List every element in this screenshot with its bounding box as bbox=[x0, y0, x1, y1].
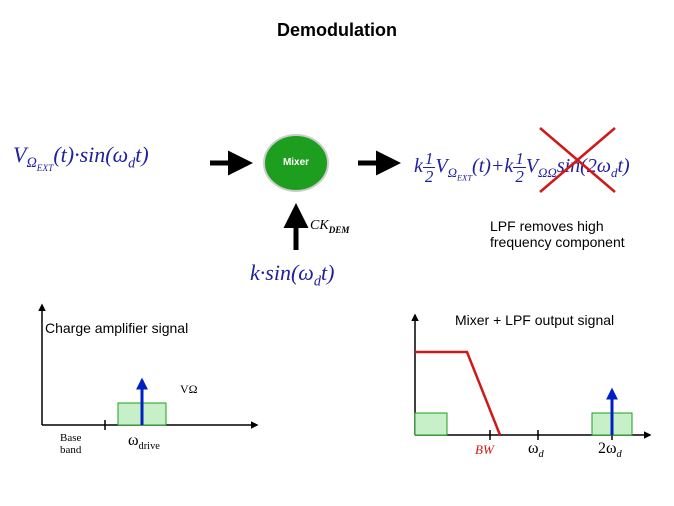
right-wd-label: ωd bbox=[528, 440, 544, 460]
right-2wd-label: 2ωd bbox=[598, 440, 622, 460]
right-bw-label: BW bbox=[475, 442, 494, 458]
right-plot bbox=[0, 0, 674, 506]
